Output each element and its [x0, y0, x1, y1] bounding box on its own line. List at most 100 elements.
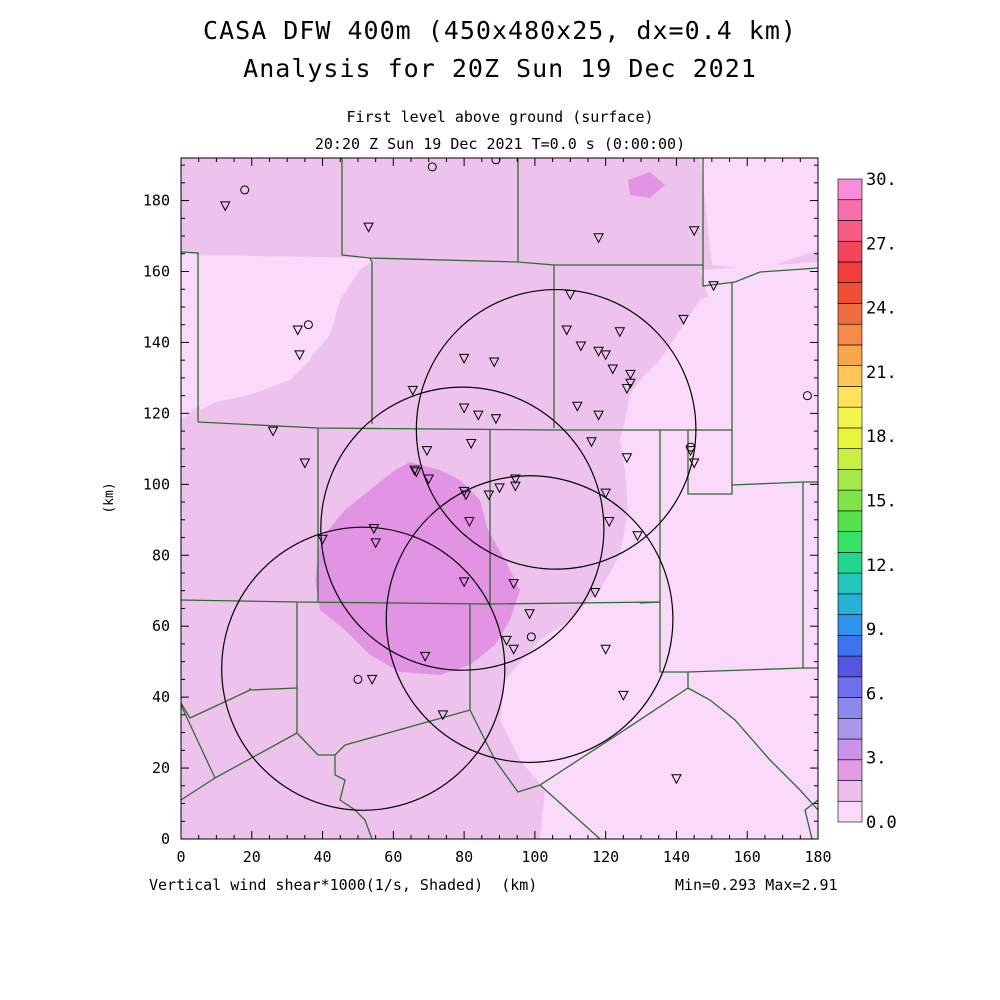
station-triangle [678, 314, 689, 325]
colorbar-swatch [837, 572, 863, 595]
subtitle-line-1: First level above ground (surface) [346, 108, 654, 126]
station-triangle [508, 579, 519, 590]
colorbar-label: 6. [866, 684, 886, 704]
colorbar-label: 21. [866, 363, 897, 383]
station-triangle [593, 233, 604, 244]
station-triangle [370, 538, 381, 549]
x-tick-label: 0 [176, 848, 185, 866]
colorbar-swatch [837, 655, 863, 678]
station-triangle [419, 651, 431, 662]
station-triangle [625, 378, 636, 389]
station-triangle [437, 710, 449, 721]
station-symbols [219, 158, 812, 785]
colorbar-swatch [837, 738, 863, 761]
x-tick-label: 160 [734, 848, 761, 866]
station-triangle [632, 531, 643, 542]
station-triangle [423, 474, 435, 485]
station-triangle [409, 465, 420, 476]
station-triangle [600, 488, 611, 499]
colorbar-label: 3. [866, 749, 886, 769]
y-tick-label: 160 [143, 263, 170, 281]
station-triangle [488, 357, 500, 368]
colorbar-swatch [837, 220, 863, 242]
station-triangle [458, 403, 470, 414]
station-triangle [508, 644, 519, 655]
station-triangle [366, 674, 378, 685]
station-triangle [472, 410, 484, 421]
colorbar-swatch [837, 489, 863, 512]
station-triangle [421, 446, 433, 457]
colorbar-swatch [837, 303, 863, 325]
colorbar-swatch [837, 552, 863, 574]
station-triangle [688, 226, 700, 237]
station-triangle [618, 690, 629, 701]
station-triangle [586, 437, 597, 448]
colorbar-label: 24. [866, 299, 897, 319]
station-triangle [621, 384, 633, 395]
station-triangle [607, 364, 619, 375]
title-line-2: Analysis for 20Z Sun 19 Dec 2021 [243, 54, 757, 83]
station-triangle [593, 346, 604, 357]
y-tick-label: 80 [152, 546, 170, 564]
colorbar-swatch [837, 386, 863, 408]
station-triangle [688, 458, 700, 469]
station-triangle [625, 369, 636, 380]
station-triangle [524, 609, 535, 620]
station-triangle [600, 644, 611, 655]
station-circle [802, 391, 812, 401]
colorbar-swatch [837, 800, 863, 823]
station-triangle [603, 517, 615, 528]
x-axis-unit: (km) [501, 876, 538, 894]
x-tick-label: 100 [521, 848, 548, 866]
station-triangle [708, 281, 719, 292]
colorbar-swatch [837, 676, 863, 698]
station-triangle [368, 524, 380, 535]
colorbar-swatch [837, 448, 863, 470]
colorbar-swatch [837, 531, 863, 553]
station-triangle [490, 414, 502, 425]
colorbar-swatch [837, 635, 863, 657]
colorbar-swatch [837, 717, 863, 740]
station-triangle [494, 483, 505, 494]
station-triangle [593, 410, 604, 421]
colorbar-swatch [837, 406, 863, 429]
station-triangle [621, 453, 633, 464]
station-triangle [614, 327, 626, 338]
min-max-readout: Min=0.293 Max=2.91 [675, 876, 838, 894]
station-triangle [458, 577, 470, 588]
station-circle [427, 162, 437, 172]
y-tick-label: 20 [152, 759, 170, 777]
station-triangle [572, 401, 583, 412]
subtitle-line-2: 20:20 Z Sun 19 Dec 2021 T=0.0 s (0:00:00… [314, 135, 686, 153]
station-circle [303, 320, 313, 330]
colorbar-label: 15. [866, 492, 897, 512]
station-triangle [460, 490, 472, 501]
axis-tick-labels: 0 20 40 60 80 100 120 140 160 180 0 20 40 60 80 100 120 1… [143, 192, 832, 866]
y-tick-label: 180 [143, 192, 170, 210]
y-tick-label: 40 [152, 688, 170, 706]
station-triangle [464, 517, 475, 528]
county-boundaries [181, 158, 818, 839]
colorbar-label: 12. [866, 556, 897, 576]
colorbar-swatch [837, 593, 863, 615]
station-triangle [292, 325, 304, 336]
x-tick-label: 60 [384, 848, 402, 866]
radar-ring [415, 288, 697, 570]
x-tick-label: 120 [592, 848, 619, 866]
colorbar-swatch [837, 178, 863, 201]
colorbar-swatch [837, 323, 863, 346]
colorbar-label: 30. [866, 170, 897, 190]
x-tick-label: 180 [804, 848, 831, 866]
colorbar-swatch [837, 240, 863, 263]
station-circle [526, 632, 536, 642]
station-triangle [299, 458, 311, 469]
colorbar-swatch [837, 469, 863, 491]
y-tick-label: 140 [143, 333, 170, 351]
station-triangle [465, 439, 477, 450]
y-tick-label: 120 [143, 404, 170, 422]
title-line-1: CASA DFW 400m (450x480x25, dx=0.4 km) [203, 16, 797, 45]
x-tick-label: 20 [243, 848, 261, 866]
station-triangle [294, 350, 305, 361]
y-tick-label: 60 [152, 617, 170, 635]
